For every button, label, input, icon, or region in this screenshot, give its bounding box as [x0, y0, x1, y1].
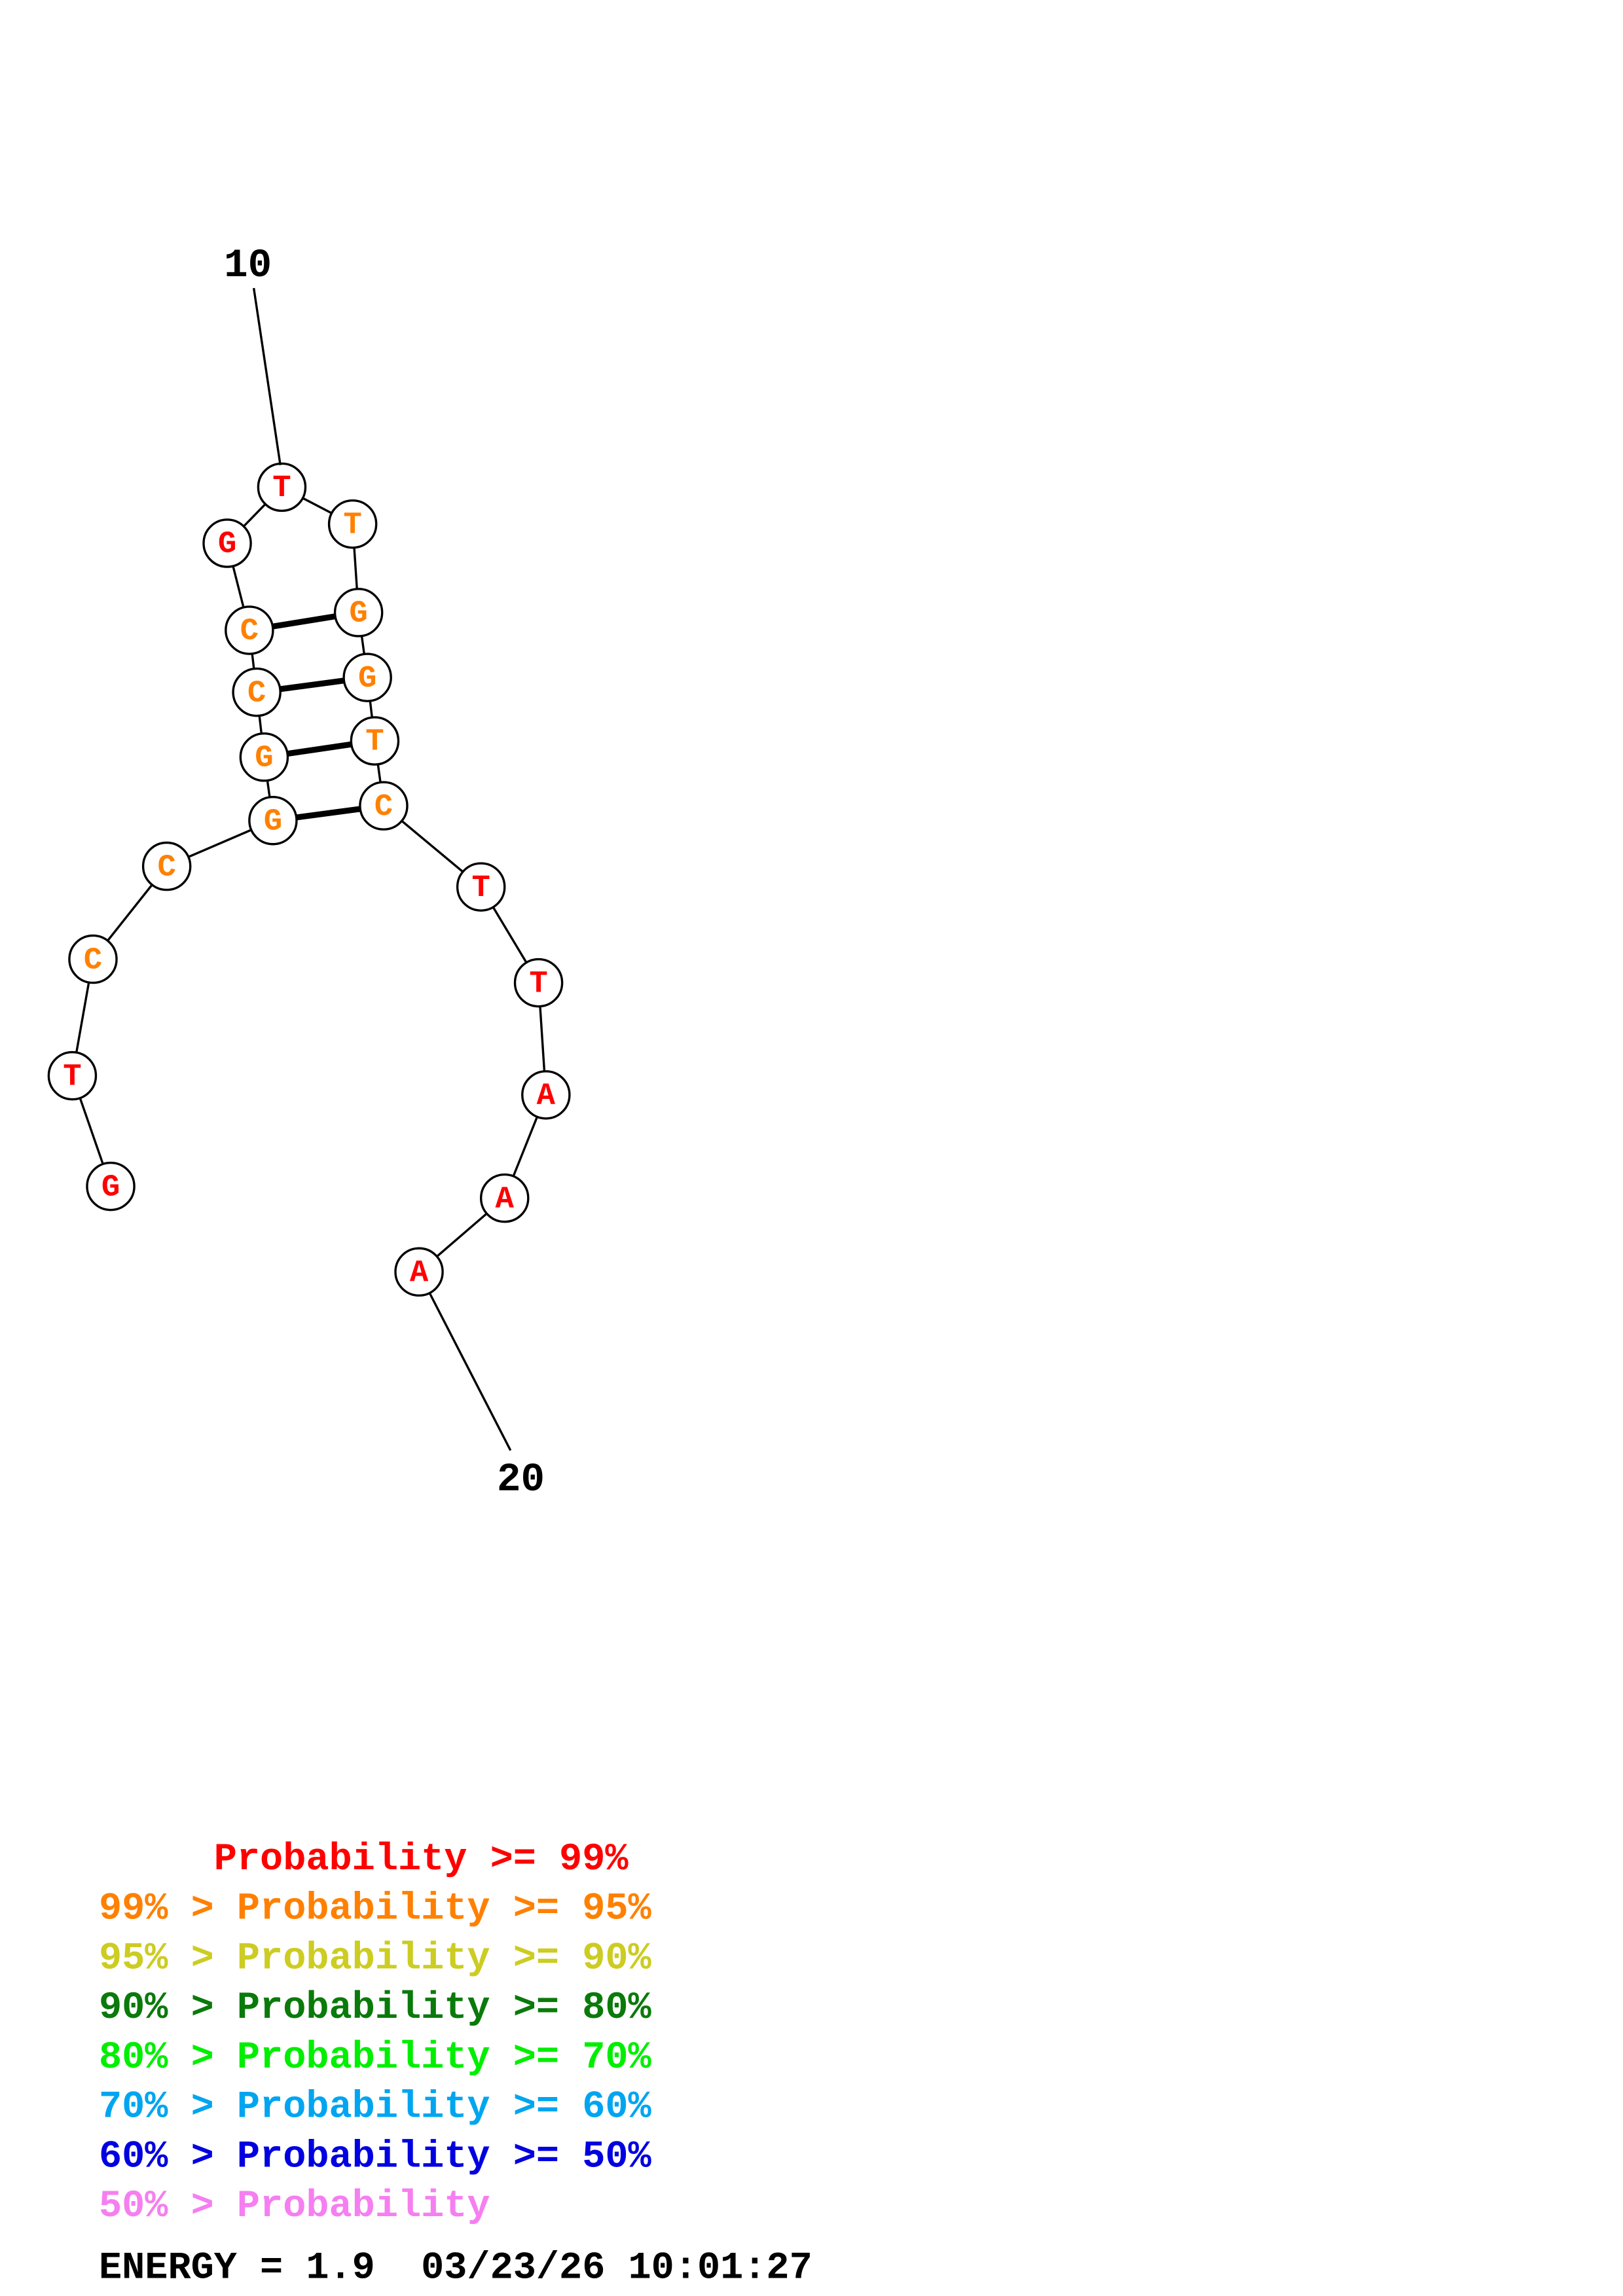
nucleotide: G — [333, 588, 384, 637]
nucleotide-circle — [342, 653, 392, 702]
nucleotide-letter: T — [63, 1060, 81, 1094]
nucleotide-circle — [47, 1050, 98, 1101]
nucleotide-circle — [225, 605, 274, 655]
position-labels: 10 20 — [224, 243, 545, 1503]
legend-entry: 99% > Probability >= 95% — [99, 1887, 652, 1931]
legend-entry: 60% > Probability >= 50% — [99, 2134, 652, 2178]
legend-entry: Probability >= 99% — [99, 1837, 629, 1881]
nucleotide-circle — [359, 781, 409, 831]
nucleotide-circle — [327, 499, 378, 549]
nucleotide-circle — [141, 841, 192, 891]
nucleotide-letter: A — [496, 1182, 515, 1217]
nucleotide-circle — [232, 667, 282, 717]
legend-entry: 90% > Probability >= 80% — [99, 1986, 652, 2030]
nucleotide-letter: C — [84, 943, 102, 978]
nucleotide-letter: G — [349, 597, 367, 632]
nucleotide: T — [456, 862, 506, 912]
nucleotide-letter: T — [365, 725, 384, 760]
nucleotide-letter: A — [410, 1256, 429, 1291]
nucleotide: C — [359, 781, 409, 831]
nucleotide-circle — [86, 1161, 136, 1211]
nucleotide: T — [513, 958, 564, 1008]
legend-entry: 80% > Probability >= 70% — [99, 2036, 652, 2079]
nucleotide-letter: C — [374, 790, 393, 825]
nucleotide-circle — [394, 1247, 444, 1297]
nucleotide-letter: T — [272, 471, 291, 506]
nucleotide: T — [350, 716, 400, 766]
nucleotide: G — [86, 1161, 136, 1211]
nucleotide: A — [394, 1247, 444, 1297]
nucleotide-circle — [479, 1173, 530, 1223]
nucleotide: A — [479, 1173, 530, 1223]
nucleotide: G — [239, 732, 289, 782]
nucleotide: T — [257, 462, 307, 512]
nucleotide-circle — [202, 518, 252, 568]
nucleotide: A — [521, 1070, 571, 1120]
legend-entry: 95% > Probability >= 90% — [99, 1936, 652, 1980]
nucleotide-circle — [68, 934, 118, 984]
nucleotide-letter: G — [358, 662, 376, 696]
nucleotide-circle — [513, 958, 564, 1008]
nucleotide-circle — [456, 862, 506, 912]
nucleotide: G — [202, 518, 252, 568]
nucleotide-letter: G — [218, 528, 236, 562]
nucleotide-letter: G — [101, 1170, 120, 1205]
nucleotide-letter: T — [343, 508, 361, 543]
nucleotide: C — [232, 667, 282, 717]
position-label-tick — [428, 1292, 512, 1451]
nucleotide: C — [225, 605, 274, 655]
nucleotide-circle — [239, 732, 289, 782]
energy-timestamp: ENERGY = 1.9 03/23/26 10:01:27 — [99, 2246, 812, 2289]
legend-entry: 50% > Probability — [99, 2184, 490, 2228]
nucleotide-circle — [248, 795, 298, 846]
nucleotide-letter: A — [537, 1079, 556, 1114]
position-label: 10 — [224, 243, 272, 289]
nucleotide-letter: G — [255, 742, 273, 776]
position-label-tick — [252, 287, 282, 465]
nucleotide: T — [47, 1050, 98, 1101]
nucleotide-letter: C — [240, 615, 259, 649]
nucleotide-letter: C — [157, 850, 175, 885]
nucleotide: T — [327, 499, 378, 549]
position-label: 20 — [497, 1458, 545, 1503]
nucleotide-circle — [333, 588, 384, 637]
probability-legend: Probability >= 99% 99% > Probability >= 9… — [99, 1837, 652, 2228]
nucleotide-letter: T — [529, 967, 547, 1001]
nucleotide: G — [342, 653, 392, 702]
legend-entry: 70% > Probability >= 60% — [99, 2085, 652, 2129]
nucleotide-circle — [350, 716, 400, 766]
nucleotide-letter: T — [471, 871, 490, 906]
nucleotide: C — [141, 841, 192, 891]
nucleotide-circle — [521, 1070, 571, 1120]
nucleotide: G — [248, 795, 298, 846]
nucleotide-letter: G — [264, 804, 282, 839]
nucleotide-letter: C — [247, 676, 266, 711]
nucleotide: C — [68, 934, 118, 984]
nucleotide-circle — [257, 462, 307, 512]
